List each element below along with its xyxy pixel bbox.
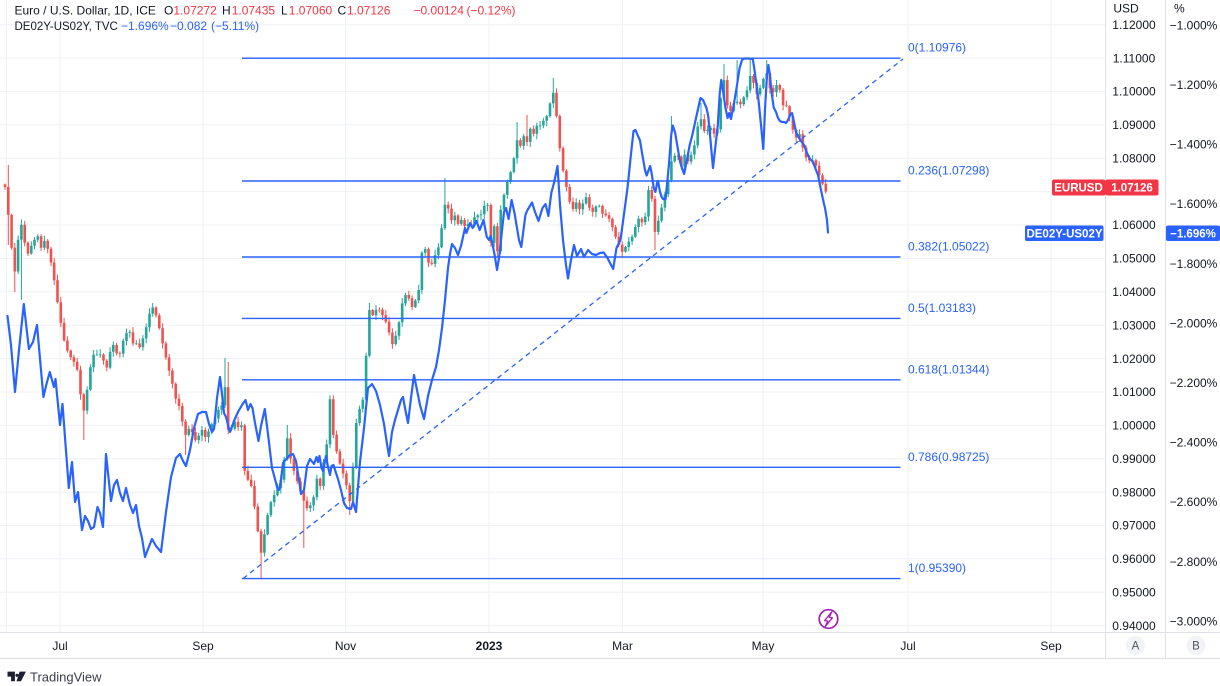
svg-text:1.07272: 1.07272 xyxy=(173,4,217,18)
svg-text:1.05000: 1.05000 xyxy=(1112,252,1156,266)
svg-text:1.03000: 1.03000 xyxy=(1112,318,1156,332)
svg-text:−0.00124: −0.00124 xyxy=(414,4,465,18)
svg-text:0.98000: 0.98000 xyxy=(1112,485,1156,499)
svg-text:O: O xyxy=(164,4,173,18)
svg-text:0(1.10976): 0(1.10976) xyxy=(908,41,966,55)
svg-text:1.10000: 1.10000 xyxy=(1112,85,1156,99)
svg-text:Euro / U.S. Dollar, 1D, ICE: Euro / U.S. Dollar, 1D, ICE xyxy=(15,4,156,18)
svg-text:1.07435: 1.07435 xyxy=(232,4,276,18)
svg-text:0.99000: 0.99000 xyxy=(1112,452,1156,466)
svg-text:%: % xyxy=(1174,2,1185,16)
svg-text:0.96000: 0.96000 xyxy=(1112,552,1156,566)
svg-text:1.12000: 1.12000 xyxy=(1112,18,1156,32)
svg-text:1.02000: 1.02000 xyxy=(1112,352,1156,366)
svg-text:1.07126: 1.07126 xyxy=(1111,182,1153,194)
svg-text:1.00000: 1.00000 xyxy=(1112,419,1156,433)
svg-text:C: C xyxy=(338,4,347,18)
svg-text:TradingView: TradingView xyxy=(30,669,102,684)
svg-text:−1.000%: −1.000% xyxy=(1170,18,1218,32)
svg-text:1.08000: 1.08000 xyxy=(1112,152,1156,166)
svg-text:−1.696%: −1.696% xyxy=(121,19,169,33)
svg-text:DE02Y-US02Y: DE02Y-US02Y xyxy=(1026,228,1102,240)
svg-text:USD: USD xyxy=(1113,2,1139,16)
svg-text:(−0.12%): (−0.12%) xyxy=(467,4,516,18)
svg-text:−1.200%: −1.200% xyxy=(1170,78,1218,92)
svg-text:EURUSD: EURUSD xyxy=(1054,182,1103,194)
svg-text:Mar: Mar xyxy=(612,639,633,653)
svg-text:−1.600%: −1.600% xyxy=(1170,197,1218,211)
svg-text:Nov: Nov xyxy=(335,639,356,653)
svg-text:−3.000%: −3.000% xyxy=(1170,614,1218,628)
svg-text:1.06000: 1.06000 xyxy=(1112,218,1156,232)
svg-text:A: A xyxy=(1132,641,1140,653)
svg-text:0.618(1.01344): 0.618(1.01344) xyxy=(908,362,989,376)
svg-text:0.95000: 0.95000 xyxy=(1112,586,1156,600)
svg-text:May: May xyxy=(752,639,775,653)
svg-text:−2.000%: −2.000% xyxy=(1170,316,1218,330)
svg-text:0.5(1.03183): 0.5(1.03183) xyxy=(908,301,976,315)
svg-text:0.786(0.98725): 0.786(0.98725) xyxy=(908,450,989,464)
svg-text:0.236(1.07298): 0.236(1.07298) xyxy=(908,164,989,178)
svg-text:1.07126: 1.07126 xyxy=(347,4,391,18)
svg-text:1(0.95390): 1(0.95390) xyxy=(908,561,966,575)
svg-text:DE02Y-US02Y, TVC: DE02Y-US02Y, TVC xyxy=(15,21,118,33)
svg-text:B: B xyxy=(1192,641,1200,653)
svg-text:1.09000: 1.09000 xyxy=(1112,118,1156,132)
svg-text:−2.200%: −2.200% xyxy=(1170,376,1218,390)
svg-text:Sep: Sep xyxy=(1040,639,1062,653)
svg-text:−1.800%: −1.800% xyxy=(1170,257,1218,271)
svg-text:Jul: Jul xyxy=(52,639,67,653)
svg-text:1.04000: 1.04000 xyxy=(1112,285,1156,299)
svg-text:−2.800%: −2.800% xyxy=(1170,555,1218,569)
svg-text:1.07060: 1.07060 xyxy=(289,4,333,18)
svg-text:−0.082: −0.082 xyxy=(170,19,207,33)
svg-text:L: L xyxy=(281,4,288,18)
svg-text:−1.696%: −1.696% xyxy=(1170,228,1216,240)
svg-text:2023: 2023 xyxy=(476,639,503,653)
svg-text:0.382(1.05022): 0.382(1.05022) xyxy=(908,240,989,254)
svg-text:1.11000: 1.11000 xyxy=(1113,51,1156,65)
svg-text:Sep: Sep xyxy=(192,639,214,653)
svg-text:−1.400%: −1.400% xyxy=(1170,138,1218,152)
svg-text:1.01000: 1.01000 xyxy=(1112,385,1156,399)
svg-text:(−5.11%): (−5.11%) xyxy=(211,19,259,33)
svg-text:−2.600%: −2.600% xyxy=(1170,495,1218,509)
svg-text:0.94000: 0.94000 xyxy=(1112,619,1156,633)
svg-text:H: H xyxy=(222,4,231,18)
svg-text:0.97000: 0.97000 xyxy=(1112,519,1156,533)
svg-text:Jul: Jul xyxy=(900,639,915,653)
svg-text:−2.400%: −2.400% xyxy=(1170,436,1218,450)
